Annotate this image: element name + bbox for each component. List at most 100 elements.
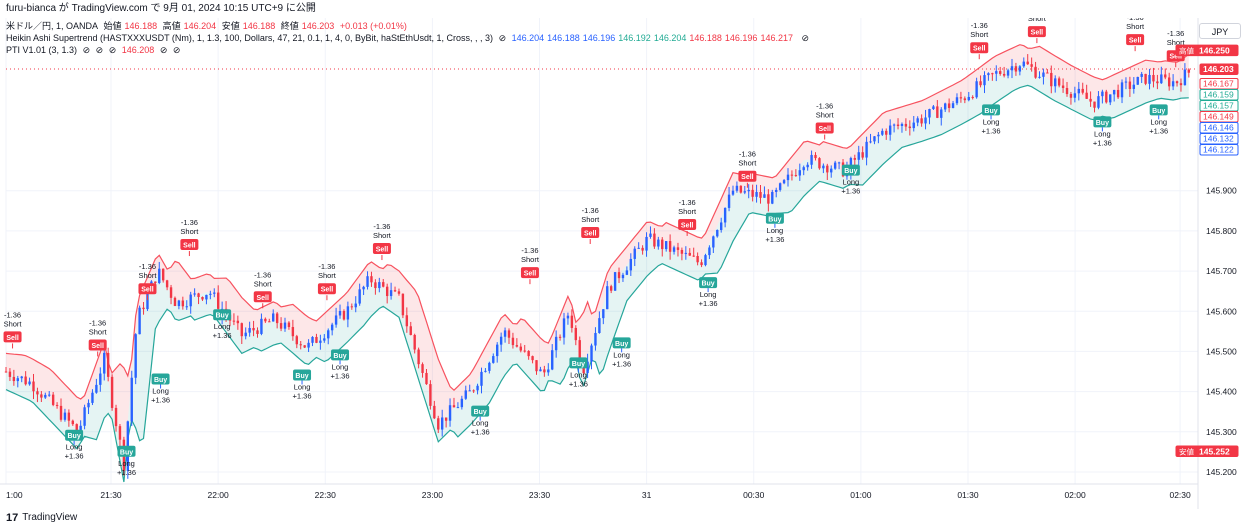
candle-body xyxy=(983,75,986,86)
candle-body xyxy=(385,286,389,297)
candle-body xyxy=(91,392,94,403)
sell-tag[interactable] xyxy=(253,291,272,303)
buy-tag[interactable] xyxy=(117,445,136,457)
symbol-label[interactable]: 米ドル／円, 1, OANDA xyxy=(6,21,99,31)
candle-body xyxy=(853,158,857,160)
close-icon[interactable]: ⊘ xyxy=(108,45,117,55)
sell-tag[interactable] xyxy=(678,218,697,230)
buy-tag[interactable] xyxy=(1149,104,1168,116)
x-tick-label: 1:00 xyxy=(6,490,23,500)
sell-tag[interactable] xyxy=(372,243,391,255)
buy-tag[interactable] xyxy=(841,164,860,176)
buy-tag[interactable] xyxy=(982,104,1001,116)
trade-side-label: Short xyxy=(581,215,600,224)
sell-tag[interactable] xyxy=(1126,34,1145,46)
candle-body xyxy=(417,349,420,365)
candle-body xyxy=(440,417,444,430)
buy-tag[interactable] xyxy=(331,349,350,361)
price-label-box xyxy=(1199,143,1239,156)
buy-tag-text: Buy xyxy=(984,108,997,115)
buy-tag[interactable] xyxy=(65,429,84,441)
sell-tag-text: Sell xyxy=(141,287,154,294)
candle-body xyxy=(551,350,554,370)
buy-tag[interactable] xyxy=(213,309,232,321)
candle-body xyxy=(507,330,511,338)
buy-tag[interactable] xyxy=(765,212,784,224)
indicator-name-pti[interactable]: PTI V1.01 (3, 1.3) xyxy=(6,45,78,55)
y-tick-label: 145.400 xyxy=(1206,387,1237,397)
candle-body xyxy=(947,103,951,108)
candle-body xyxy=(653,233,656,247)
trade-pnl-label: -1.36 xyxy=(373,222,390,231)
settings-icon[interactable]: ⊘ xyxy=(95,45,104,55)
x-tick-label: 23:30 xyxy=(529,490,551,500)
more-icon[interactable]: ⊘ xyxy=(172,45,181,55)
trade-pnl-label: Long xyxy=(118,459,135,468)
buy-tag-text: Buy xyxy=(154,377,167,384)
trade-pnl-label: Long xyxy=(332,362,349,371)
sell-tag[interactable] xyxy=(317,283,336,295)
candle-body xyxy=(1061,85,1065,89)
trade-pnl-label: Long xyxy=(214,322,231,331)
candle-body xyxy=(1187,69,1191,73)
buy-tag[interactable] xyxy=(699,277,718,289)
candle-body xyxy=(955,97,959,104)
price-label-text: 146.132 xyxy=(1203,134,1234,144)
price-chart[interactable]: Sell-1.36ShortBuyLong+1.36Sell-1.36Short… xyxy=(0,18,1247,509)
price-label-box xyxy=(1199,63,1239,76)
candle-body xyxy=(374,282,377,289)
candle-body xyxy=(1128,81,1132,89)
candle-body xyxy=(205,294,208,300)
trade-side-label: +1.36 xyxy=(982,126,1001,135)
buy-tag[interactable] xyxy=(1093,116,1112,128)
sell-tag[interactable] xyxy=(738,170,757,182)
candle-body xyxy=(1006,70,1010,76)
candle-body xyxy=(287,322,291,328)
buy-tag[interactable] xyxy=(612,337,631,349)
candle-body xyxy=(511,337,515,346)
sell-tag[interactable] xyxy=(88,339,107,351)
x-tick-label: 01:00 xyxy=(850,490,872,500)
candle-body xyxy=(291,327,295,337)
buy-tag[interactable] xyxy=(569,357,588,369)
eye-icon[interactable]: ⊘ xyxy=(498,33,507,43)
indicator-name-supertrend[interactable]: Heikin Ashi Supertrend (HASTXXXUSDT (Nm)… xyxy=(6,33,494,43)
eye-icon[interactable]: ⊘ xyxy=(159,45,168,55)
indicator-value-pti: 146.208 xyxy=(121,45,155,55)
candle-body xyxy=(943,103,947,110)
trade-side-label: +1.36 xyxy=(151,396,170,405)
candle-body xyxy=(464,390,467,399)
currency-button[interactable]: JPY xyxy=(1199,23,1241,39)
sell-tag[interactable] xyxy=(970,42,989,54)
candle-body xyxy=(751,189,754,197)
sell-tag[interactable] xyxy=(3,331,22,343)
buy-tag-text: Buy xyxy=(120,449,133,456)
trade-pnl-label: -1.36 xyxy=(4,310,21,319)
eye-icon[interactable]: ⊘ xyxy=(82,45,91,55)
candle-body xyxy=(727,194,731,208)
candle-body xyxy=(1124,81,1128,83)
candle-body xyxy=(272,313,275,322)
trade-side-label: Short xyxy=(138,271,157,280)
sell-tag[interactable] xyxy=(180,239,199,251)
candle-body xyxy=(794,175,798,177)
trade-side-label: Short xyxy=(1126,22,1145,31)
candle-body xyxy=(67,412,71,421)
sell-tag[interactable] xyxy=(520,267,539,279)
candle-body xyxy=(323,338,326,341)
candle-body xyxy=(1065,88,1069,95)
candle-body xyxy=(1175,81,1179,84)
buy-tag[interactable] xyxy=(471,405,490,417)
candle-body xyxy=(613,272,617,291)
candle-body xyxy=(16,378,19,382)
sell-tag[interactable] xyxy=(815,122,834,134)
sell-tag[interactable] xyxy=(581,226,600,238)
candle-body xyxy=(562,318,566,338)
sell-tag[interactable] xyxy=(1027,26,1046,38)
sell-tag[interactable] xyxy=(138,283,157,295)
buy-tag[interactable] xyxy=(293,369,312,381)
candle-body xyxy=(452,405,456,408)
eye-icon[interactable]: ⊘ xyxy=(801,33,810,43)
candle-body xyxy=(268,321,271,323)
buy-tag[interactable] xyxy=(151,373,170,385)
